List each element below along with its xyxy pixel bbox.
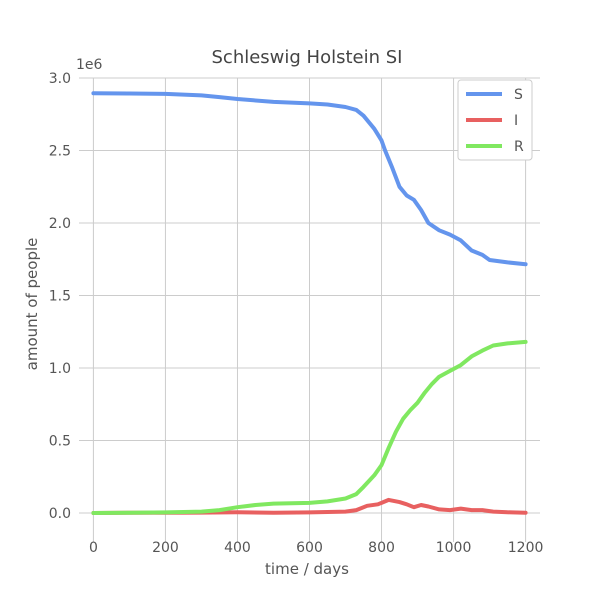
y-tick-label: 0.0 [49,506,71,522]
y-tick-label: 2.5 [49,144,71,160]
ticks-layer: 0 200 400 600 800 1000 1200 0.0 0.5 1.0 1.5 2.0 2.5 3… [49,71,544,556]
x-tick-label: 600 [296,540,323,556]
series-line-r [91,339,528,515]
y-scale-label: 1e6 [76,57,103,73]
legend-label-r: R [514,139,524,155]
x-tick-label: 400 [224,540,251,556]
x-tick-label: 1200 [508,540,544,556]
y-tick-label: 0.5 [49,434,71,450]
x-tick-label: 800 [368,540,395,556]
legend-label-i: I [514,113,518,129]
y-tick-label: 2.0 [49,216,71,232]
y-tick-label: 1.5 [49,289,71,305]
y-tick-label: 1.0 [49,361,71,377]
x-tick-label: 1000 [436,540,472,556]
legend-label-s: S [514,87,523,103]
series-layer [91,91,528,515]
y-tick-label: 3.0 [49,71,71,87]
legend: SIR [457,79,533,161]
x-tick-label: 0 [89,540,98,556]
x-axis-label: time / days [265,560,349,578]
series-line-i [91,497,528,515]
chart-title: Schleswig Holstein SI [212,47,403,68]
y-axis-label: amount of people [23,238,41,371]
series-line-s [91,91,528,267]
x-tick-label: 200 [152,540,179,556]
